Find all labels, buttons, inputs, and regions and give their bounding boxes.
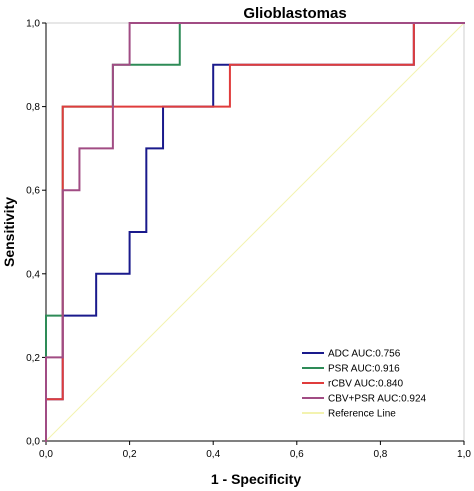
x-tick-label: 0,4	[206, 449, 220, 460]
series-line-3	[45, 22, 465, 442]
legend-entry: CBV+PSR AUC:0.924	[328, 394, 427, 405]
x-tick-label: 1,0	[457, 449, 471, 460]
x-axis-title: 1 - Specificity	[211, 471, 301, 487]
x-tick-label: 0,0	[39, 449, 53, 460]
y-tick-label: 1,0	[26, 19, 40, 30]
legend-box	[298, 343, 444, 419]
y-tick-label: 0,8	[26, 102, 40, 113]
chart-title: Glioblastomas	[243, 5, 346, 22]
y-tick-label: 0,2	[26, 353, 40, 364]
legend: ADC AUC:0.756 PSR AUC:0.916 rCBV AUC:0.840…	[298, 343, 444, 420]
legend-entry: rCBV AUC:0.840	[328, 379, 403, 390]
series-line-4	[45, 22, 465, 442]
legend-entry: Reference Line	[328, 409, 396, 420]
x-tick-label: 0,6	[290, 449, 304, 460]
y-tick-label: 0,4	[26, 269, 40, 280]
series-layer	[45, 22, 465, 442]
x-tick-label: 0,2	[123, 449, 137, 460]
x-tick-label: 0,8	[373, 449, 387, 460]
series-line-2	[45, 22, 465, 442]
legend-entry: PSR AUC:0.916	[328, 364, 400, 375]
y-axis-title: Sensitivity	[1, 197, 17, 267]
legend-entry: ADC AUC:0.756	[328, 349, 401, 360]
y-tick-label: 0,0	[26, 437, 40, 448]
y-tick-label: 0,6	[26, 186, 40, 197]
